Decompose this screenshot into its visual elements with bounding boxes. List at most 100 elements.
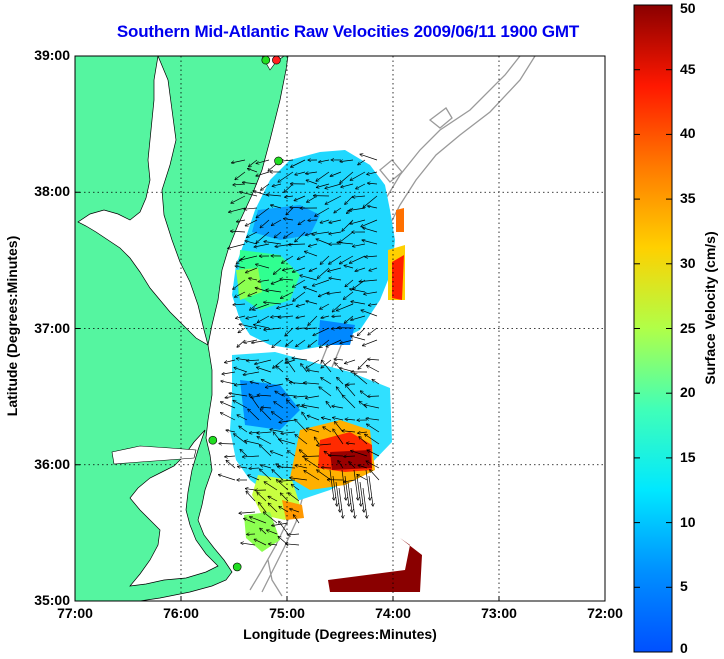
velocity-arrow bbox=[276, 366, 284, 373]
velocity-arrow bbox=[277, 303, 294, 308]
velocity-arrow bbox=[335, 481, 340, 512]
velocity-arrow bbox=[327, 291, 342, 294]
velocity-arrow bbox=[260, 409, 272, 421]
velocity-arrow bbox=[351, 451, 368, 457]
velocity-arrow bbox=[281, 432, 296, 433]
velocity-arrow bbox=[313, 327, 330, 335]
velocity-arrow bbox=[259, 445, 272, 457]
velocity-arrow bbox=[279, 439, 296, 445]
velocity-arrow bbox=[259, 502, 267, 513]
velocity-arrow bbox=[328, 267, 342, 271]
velocity-arrow bbox=[269, 544, 278, 545]
velocity-arrow bbox=[368, 359, 380, 360]
velocity-arrow bbox=[296, 303, 306, 306]
velocity-arrow bbox=[221, 381, 236, 385]
velocity-arrow bbox=[245, 441, 260, 445]
velocity-arrow bbox=[350, 219, 366, 224]
velocity-arrow bbox=[287, 400, 296, 409]
velocity-arrow bbox=[338, 461, 344, 469]
albemarle-sound bbox=[111, 445, 197, 465]
velocity-arrow bbox=[308, 315, 318, 325]
velocity-arrow bbox=[237, 415, 248, 421]
velocity-arrow bbox=[244, 518, 256, 524]
velocity-arrow bbox=[367, 424, 380, 433]
velocity-arrow bbox=[221, 413, 236, 421]
velocity-arrow bbox=[317, 444, 332, 445]
velocity-arrow bbox=[253, 303, 270, 310]
velocity-arrow bbox=[239, 426, 248, 433]
velocity-arrow bbox=[353, 469, 358, 500]
velocity-arrow bbox=[304, 383, 320, 384]
y-tick-label: 38:00 bbox=[34, 183, 70, 200]
velocity-arrow bbox=[245, 219, 258, 226]
velocity-arrow bbox=[323, 427, 332, 433]
velocity-arrow bbox=[298, 255, 306, 259]
velocity-arrow bbox=[306, 359, 320, 368]
velocity-arrow bbox=[304, 287, 318, 293]
velocity-arrow bbox=[284, 231, 294, 238]
velocity-arrow bbox=[261, 407, 272, 408]
velocity-arrow bbox=[291, 485, 300, 491]
y-tick-label: 37:00 bbox=[34, 319, 70, 336]
x-tick-label: 72:00 bbox=[587, 605, 623, 621]
velocity-arrow bbox=[228, 243, 246, 248]
velocity-arrow bbox=[333, 418, 344, 421]
velocity-arrow bbox=[282, 395, 296, 396]
velocity-arrow bbox=[235, 266, 246, 268]
x-tick-label: 73:00 bbox=[481, 605, 517, 621]
velocity-arrow bbox=[364, 405, 380, 409]
velocity-arrow bbox=[300, 450, 308, 457]
velocity-arrow bbox=[365, 469, 370, 500]
velocity-arrow bbox=[264, 512, 278, 524]
velocity-arrow bbox=[290, 478, 308, 481]
velocity-arrow bbox=[243, 456, 260, 457]
velocity-arrow bbox=[367, 450, 380, 457]
velocity-arrow bbox=[278, 467, 296, 468]
velocity-arrow bbox=[290, 509, 300, 513]
velocity-arrow bbox=[248, 169, 258, 173]
velocity-arrow bbox=[272, 219, 282, 225]
velocity-arrow bbox=[350, 289, 366, 293]
velocity-arrow bbox=[365, 434, 380, 445]
velocity-arrow bbox=[358, 432, 368, 433]
colorbar-tick-label: 30 bbox=[680, 254, 696, 271]
velocity-arrow bbox=[257, 395, 272, 396]
velocity-arrow bbox=[320, 219, 330, 223]
velocity-arrow bbox=[225, 396, 236, 398]
velocity-arrow bbox=[248, 409, 260, 421]
velocity-arrow bbox=[330, 171, 342, 176]
x-tick-label: 75:00 bbox=[269, 605, 305, 621]
velocity-arrow bbox=[248, 291, 258, 296]
velocity-arrow bbox=[273, 432, 284, 445]
velocity-arrow bbox=[333, 429, 344, 445]
velocity-arrow bbox=[316, 171, 330, 181]
colorbar-tick-label: 10 bbox=[680, 513, 696, 530]
velocity-arrow bbox=[334, 207, 342, 213]
velocity-arrow bbox=[255, 359, 272, 364]
velocity-arrow bbox=[322, 360, 332, 373]
velocity-arrow bbox=[321, 378, 332, 385]
velocity-arrow bbox=[298, 219, 306, 225]
velocity-arrow bbox=[320, 339, 330, 348]
colorbar-tick-label: 50 bbox=[680, 0, 696, 16]
velocity-arrow bbox=[277, 480, 289, 491]
velocity-arrow bbox=[272, 470, 284, 481]
velocity-arrow bbox=[256, 264, 270, 269]
velocity-arrow bbox=[241, 543, 256, 546]
velocity-arrow bbox=[344, 265, 354, 269]
velocity-arrow bbox=[260, 528, 267, 535]
velocity-arrow bbox=[233, 304, 246, 305]
velocity-arrow bbox=[249, 278, 258, 280]
velocity-arrow bbox=[239, 512, 256, 513]
velocity-arrow bbox=[237, 359, 248, 360]
velocity-arrow bbox=[256, 207, 270, 218]
velocity-arrow bbox=[306, 180, 318, 185]
velocity-arrow bbox=[222, 371, 236, 374]
velocity-arrow bbox=[329, 455, 344, 456]
velocity-arrow bbox=[293, 267, 306, 272]
colorbar-tick-label: 20 bbox=[680, 384, 696, 401]
velocity-arrow bbox=[342, 431, 356, 432]
y-tick-label: 39:00 bbox=[34, 47, 70, 63]
velocity-arrow bbox=[345, 315, 354, 323]
